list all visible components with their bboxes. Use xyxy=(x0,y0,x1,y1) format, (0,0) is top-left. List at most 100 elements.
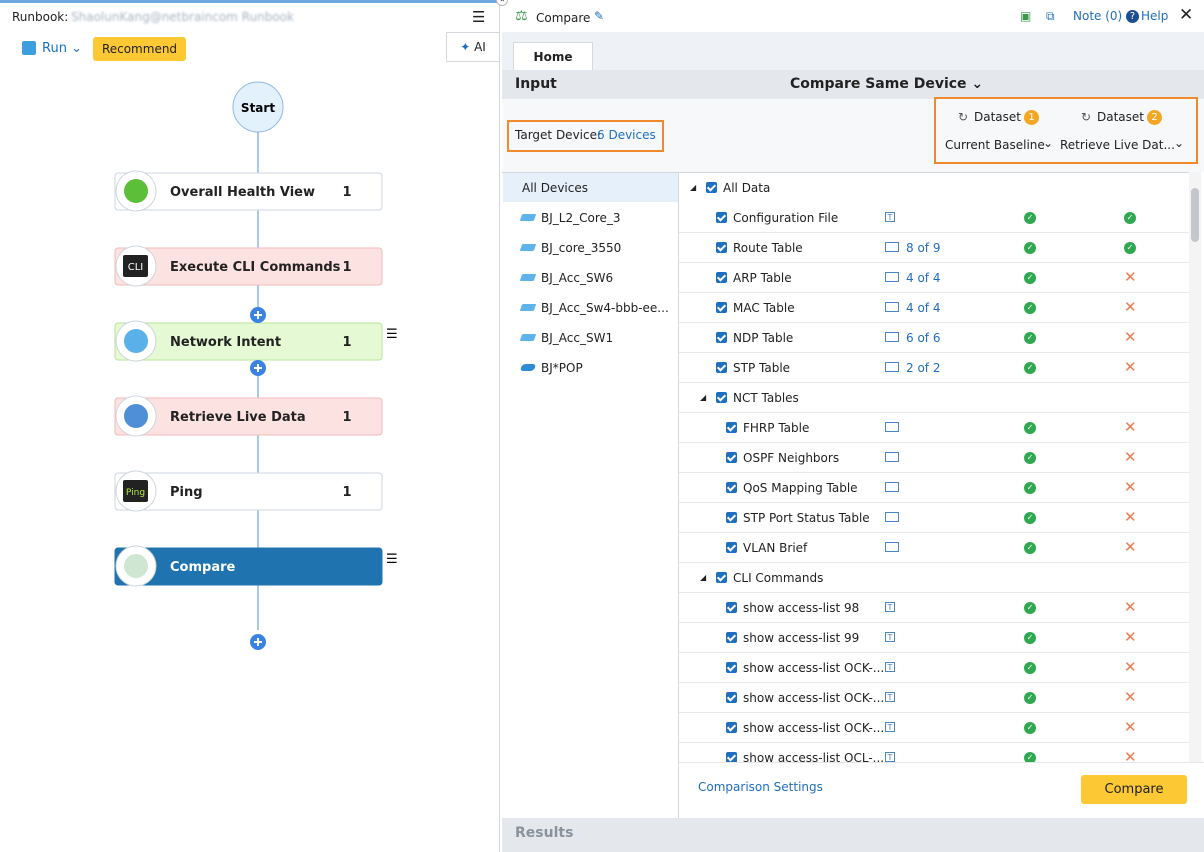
row-detail[interactable]: 4 of 4 xyxy=(906,271,941,285)
text-icon: T xyxy=(885,212,895,222)
node-menu[interactable]: ☰ xyxy=(386,327,398,342)
checkbox[interactable] xyxy=(706,182,717,193)
menu-icon[interactable]: ☰ xyxy=(472,8,486,26)
row-divider xyxy=(679,472,1189,473)
row-divider xyxy=(679,292,1189,293)
dataset-badge: 1 xyxy=(1024,110,1039,125)
row-label: Route Table xyxy=(733,241,803,255)
row-label: NDP Table xyxy=(733,331,794,345)
checkbox[interactable] xyxy=(726,422,737,433)
checkbox[interactable] xyxy=(726,512,737,523)
mode-select[interactable]: Compare Same Device ⌄ xyxy=(790,76,984,92)
help-link[interactable]: Help xyxy=(1141,9,1169,23)
scroll-thumb[interactable] xyxy=(1191,188,1199,242)
checkbox[interactable] xyxy=(716,572,727,583)
status-fail: ✕ xyxy=(1124,478,1137,496)
row-label: show access-list OCK-... xyxy=(743,691,885,705)
data-table: ◢ All Data Configuration File T ✓ ✓ Route Tabl… xyxy=(679,172,1189,762)
checkbox[interactable] xyxy=(716,362,727,373)
device-item[interactable]: BJ*POP xyxy=(541,361,583,375)
node-label: Retrieve Live Data xyxy=(170,410,306,425)
node xyxy=(114,472,383,511)
row-detail[interactable]: 6 of 6 xyxy=(906,331,941,345)
checkbox[interactable] xyxy=(726,602,737,613)
row-divider xyxy=(679,412,1189,413)
edit-icon[interactable]: ✎ xyxy=(594,9,605,23)
row-divider xyxy=(679,682,1189,683)
runbook-name[interactable]: ShaolunKang@netbraincom Runbook xyxy=(71,10,294,24)
device-item[interactable]: BJ_Acc_SW1 xyxy=(541,331,614,345)
status-fail: ✕ xyxy=(1124,538,1137,556)
row-divider xyxy=(679,652,1189,653)
settings-link[interactable]: Comparison Settings xyxy=(698,780,823,794)
expand-toggle[interactable]: ◢ xyxy=(700,393,707,402)
status-fail: ✕ xyxy=(1124,358,1137,376)
device-item[interactable]: BJ_core_3550 xyxy=(541,241,622,255)
status-ok: ✓ xyxy=(1024,452,1036,464)
top-accent xyxy=(0,0,500,3)
checkbox[interactable] xyxy=(726,722,737,733)
scrollbar[interactable] xyxy=(1189,172,1201,762)
clipboard-icon[interactable]: ▣ xyxy=(1020,9,1032,23)
status-ok: ✓ xyxy=(1124,212,1136,224)
close-button[interactable]: ✕ xyxy=(1179,5,1194,25)
device-item[interactable]: BJ_L2_Core_3 xyxy=(541,211,621,225)
run-button[interactable]: Run ⌄ xyxy=(42,41,82,56)
checkbox[interactable] xyxy=(726,662,737,673)
ai-label: AI xyxy=(474,40,486,54)
checkbox[interactable] xyxy=(716,332,727,343)
compare-button[interactable]: Compare xyxy=(1081,775,1187,804)
input-header: Input xyxy=(515,76,557,92)
device-item[interactable]: BJ_Acc_SW6 xyxy=(541,271,614,285)
node xyxy=(114,397,383,436)
status-ok: ✓ xyxy=(1024,662,1036,674)
dataset-badge: 2 xyxy=(1147,110,1162,125)
ai-button[interactable]: ✦ AI xyxy=(446,32,500,62)
table-icon xyxy=(885,452,899,462)
expand-toggle[interactable]: ◢ xyxy=(700,573,707,582)
status-ok: ✓ xyxy=(1024,722,1036,734)
status-ok: ✓ xyxy=(1024,302,1036,314)
status-fail: ✕ xyxy=(1124,688,1137,706)
recommend-button[interactable]: Recommend xyxy=(93,37,186,61)
share-icon[interactable]: ⧉ xyxy=(1046,9,1055,23)
dataset-refresh[interactable]: ↻ xyxy=(1081,110,1092,124)
row-label: STP Port Status Table xyxy=(743,511,870,525)
expand-toggle[interactable]: ◢ xyxy=(690,183,697,192)
dataset-select[interactable]: Current Baseline xyxy=(945,138,1045,152)
row-label: show access-list 98 xyxy=(743,601,860,615)
device-selected xyxy=(503,173,678,202)
row-detail[interactable]: 2 of 2 xyxy=(906,361,941,375)
checkbox[interactable] xyxy=(726,482,737,493)
checkbox[interactable] xyxy=(716,212,727,223)
checkbox[interactable] xyxy=(726,632,737,643)
checkbox[interactable] xyxy=(716,242,727,253)
start-node xyxy=(232,81,284,133)
checkbox[interactable] xyxy=(726,752,737,762)
row-label: ARP Table xyxy=(733,271,792,285)
input-area xyxy=(502,99,1204,172)
checkbox[interactable] xyxy=(726,542,737,553)
status-ok: ✓ xyxy=(1024,272,1036,284)
row-detail[interactable]: 4 of 4 xyxy=(906,301,941,315)
device-item[interactable]: All Devices xyxy=(522,181,588,195)
checkbox[interactable] xyxy=(716,392,727,403)
row-divider xyxy=(679,592,1189,593)
target-link[interactable]: 6 Devices xyxy=(597,128,656,142)
checkbox[interactable] xyxy=(726,452,737,463)
device-item[interactable]: BJ_Acc_Sw4-bbb-ee... xyxy=(541,301,669,315)
dataset-select[interactable]: Retrieve Live Dat... xyxy=(1060,138,1175,152)
row-detail[interactable]: 8 of 9 xyxy=(906,241,941,255)
note-link[interactable]: Note (0) xyxy=(1073,9,1123,23)
node-menu[interactable]: ☰ xyxy=(386,552,398,567)
checkbox[interactable] xyxy=(716,302,727,313)
home-tab[interactable]: Home xyxy=(513,42,593,71)
add-step-plus xyxy=(254,364,262,372)
table-icon xyxy=(885,482,899,492)
text-icon: T xyxy=(885,722,895,732)
checkbox[interactable] xyxy=(716,272,727,283)
row-label: NCT Tables xyxy=(733,391,799,405)
checkbox[interactable] xyxy=(726,692,737,703)
dataset-refresh[interactable]: ↻ xyxy=(958,110,969,124)
